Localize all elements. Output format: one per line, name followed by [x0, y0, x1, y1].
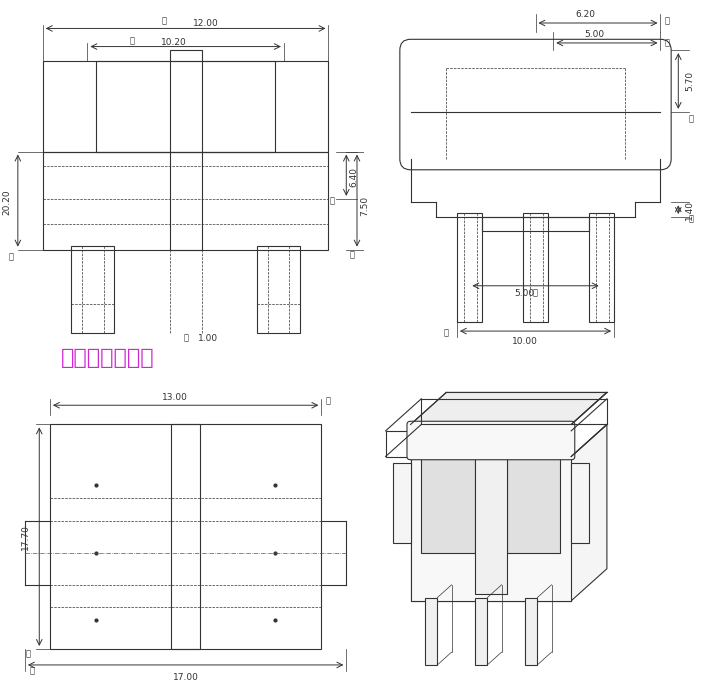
Text: Ⓘ: Ⓘ — [688, 114, 693, 123]
Bar — [411, 424, 571, 601]
Bar — [393, 463, 411, 543]
Text: Ⓕ: Ⓕ — [349, 250, 354, 259]
Text: Ⓜ: Ⓜ — [326, 396, 331, 405]
Bar — [475, 597, 487, 665]
Text: Ⓖ: Ⓖ — [665, 17, 670, 26]
Bar — [475, 431, 507, 595]
Bar — [425, 597, 437, 665]
Bar — [525, 597, 537, 665]
Text: 6.20: 6.20 — [575, 10, 595, 20]
Text: Ⓝ: Ⓝ — [26, 649, 31, 658]
Text: 10.00: 10.00 — [512, 337, 538, 346]
Text: 琴江洞电子商场: 琴江洞电子商场 — [61, 348, 154, 368]
Text: Ⓒ: Ⓒ — [8, 252, 14, 261]
Text: 5.00: 5.00 — [584, 30, 605, 39]
Bar — [71, 246, 114, 333]
Bar — [421, 441, 475, 553]
Text: Ⓓ: Ⓓ — [183, 334, 188, 343]
Bar — [457, 213, 482, 322]
Text: Ⓔ: Ⓔ — [329, 196, 335, 205]
Text: 17.70: 17.70 — [21, 523, 29, 550]
Text: Ⓑ: Ⓑ — [129, 37, 135, 45]
Text: 20.20: 20.20 — [3, 190, 11, 215]
Text: Ⓞ: Ⓞ — [29, 667, 35, 676]
Bar — [507, 441, 560, 553]
Text: 13.00: 13.00 — [162, 393, 188, 402]
Bar — [482, 431, 571, 457]
Bar — [523, 213, 548, 322]
Text: 5.70: 5.70 — [685, 71, 695, 91]
Bar — [43, 61, 328, 152]
Bar — [50, 424, 321, 649]
Bar — [411, 424, 571, 601]
Bar — [257, 246, 300, 333]
Text: Ⓚ: Ⓚ — [533, 289, 538, 298]
Text: 12.00: 12.00 — [193, 19, 218, 27]
Polygon shape — [411, 392, 607, 424]
Bar — [170, 50, 202, 250]
Bar — [589, 213, 614, 322]
Bar — [482, 217, 589, 231]
Polygon shape — [571, 424, 607, 601]
Text: 17.00: 17.00 — [173, 673, 198, 682]
Text: 10.20: 10.20 — [161, 38, 186, 47]
Text: Ⓛ: Ⓛ — [443, 328, 449, 337]
Text: Ⓙ: Ⓙ — [688, 214, 693, 223]
Text: 7.50: 7.50 — [361, 196, 370, 216]
Bar — [171, 424, 200, 649]
Text: 6.40: 6.40 — [350, 167, 359, 187]
FancyBboxPatch shape — [407, 421, 575, 460]
Text: Ⓗ: Ⓗ — [665, 38, 670, 47]
Bar — [571, 463, 589, 543]
Text: 1.00: 1.00 — [198, 334, 218, 343]
Bar — [96, 61, 275, 152]
FancyBboxPatch shape — [400, 39, 671, 170]
Bar — [43, 152, 328, 250]
Text: 5.00: 5.00 — [515, 289, 535, 298]
Text: 1.40: 1.40 — [685, 199, 695, 220]
Text: Ⓐ: Ⓐ — [161, 17, 167, 26]
Bar — [386, 431, 457, 457]
